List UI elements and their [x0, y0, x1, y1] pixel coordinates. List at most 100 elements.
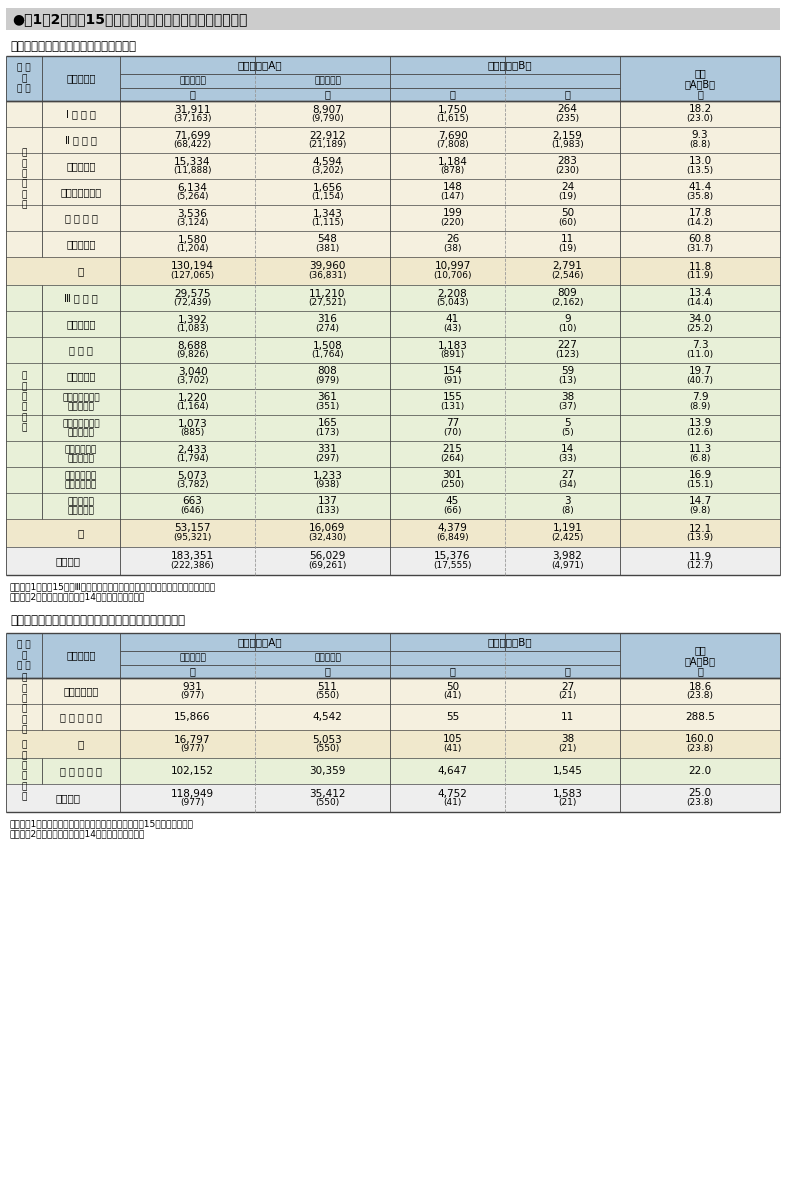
Text: (23.8): (23.8) — [686, 744, 714, 753]
Text: 24: 24 — [561, 183, 574, 192]
Bar — [6, 547, 780, 575]
Text: (13.9): (13.9) — [686, 533, 714, 542]
Text: (297): (297) — [315, 454, 340, 463]
Text: 1,392: 1,392 — [178, 315, 208, 324]
Text: (5): (5) — [561, 428, 574, 437]
Text: 6,134: 6,134 — [178, 183, 208, 192]
Text: 計: 計 — [78, 739, 84, 749]
Text: 1,191: 1,191 — [553, 523, 582, 534]
Text: 申込者数（A）: 申込者数（A） — [237, 637, 282, 647]
Text: Ⅱ 種 試 験: Ⅱ 種 試 験 — [65, 136, 97, 145]
Bar — [42, 467, 780, 493]
Text: 試験の種類: 試験の種類 — [66, 651, 96, 660]
Text: (68,422): (68,422) — [174, 140, 211, 149]
Text: 人: 人 — [325, 90, 330, 99]
Text: 41: 41 — [446, 315, 459, 324]
Text: 16,069: 16,069 — [310, 523, 346, 534]
Text: (19): (19) — [558, 192, 577, 200]
Text: 331: 331 — [318, 444, 337, 454]
Text: (13.5): (13.5) — [686, 166, 714, 174]
Text: (1,615): (1,615) — [436, 114, 469, 123]
Text: 17.8: 17.8 — [689, 209, 711, 218]
Bar — [42, 311, 780, 337]
Text: (550): (550) — [315, 691, 340, 700]
Bar — [42, 101, 780, 127]
Text: 199: 199 — [443, 209, 462, 218]
Text: 倍率
（A／B）: 倍率 （A／B） — [685, 67, 715, 90]
Text: (1,083): (1,083) — [176, 324, 209, 332]
Text: (133): (133) — [315, 506, 340, 515]
Text: 労働基準監督官: 労働基準監督官 — [61, 187, 101, 197]
Text: (41): (41) — [443, 744, 461, 753]
Text: (9.8): (9.8) — [689, 506, 711, 515]
Bar — [6, 257, 780, 285]
Text: 合格者数（B）: 合格者数（B） — [487, 60, 532, 70]
Text: 35,412: 35,412 — [309, 789, 346, 798]
Text: 130,194: 130,194 — [171, 262, 214, 271]
Text: (12.6): (12.6) — [686, 428, 714, 437]
Text: (35.8): (35.8) — [686, 192, 714, 200]
Text: 外務省専門員: 外務省専門員 — [64, 686, 98, 696]
Text: (3,782): (3,782) — [176, 480, 209, 489]
Text: 38: 38 — [561, 393, 574, 402]
Text: (91): (91) — [443, 376, 461, 386]
Text: (264): (264) — [440, 454, 465, 463]
Text: 人: 人 — [564, 666, 571, 677]
Text: 大
学
卒
業
程
度: 大 学 卒 業 程 度 — [21, 149, 27, 210]
Bar — [42, 205, 780, 231]
Text: (23.8): (23.8) — [686, 798, 714, 806]
Text: (6,849): (6,849) — [436, 533, 468, 542]
Text: (550): (550) — [315, 744, 340, 753]
Text: 人: 人 — [450, 666, 455, 677]
Bar — [6, 678, 42, 730]
Bar — [42, 704, 780, 730]
Text: 548: 548 — [318, 235, 337, 244]
Bar — [42, 127, 780, 153]
Text: 1,220: 1,220 — [178, 393, 208, 402]
Text: (977): (977) — [180, 691, 204, 700]
Text: (60): (60) — [558, 218, 577, 228]
Text: 18.2: 18.2 — [689, 105, 711, 114]
Text: (40.7): (40.7) — [686, 376, 714, 386]
Text: 14: 14 — [561, 444, 574, 454]
Text: (19): (19) — [558, 244, 577, 253]
Text: 155: 155 — [443, 393, 462, 402]
Text: (17,555): (17,555) — [433, 561, 472, 569]
Text: 高
校
卒
業
程
度: 高 校 卒 業 程 度 — [21, 740, 27, 802]
Text: (14.4): (14.4) — [686, 298, 714, 307]
Text: 入国警備官: 入国警備官 — [66, 371, 96, 381]
Text: 人: 人 — [189, 90, 196, 99]
Text: 22.0: 22.0 — [689, 766, 711, 776]
Text: 361: 361 — [318, 393, 337, 402]
Text: (235): (235) — [556, 114, 579, 123]
Bar — [42, 547, 780, 575]
Text: 海上保安学校: 海上保安学校 — [65, 472, 97, 480]
Text: 合　　計: 合 計 — [56, 793, 80, 803]
Text: 41.4: 41.4 — [689, 183, 711, 192]
Text: (351): (351) — [315, 402, 340, 411]
Text: (66): (66) — [443, 506, 461, 515]
Text: (123): (123) — [556, 350, 579, 358]
Text: (1,794): (1,794) — [176, 454, 209, 463]
Text: 国税専門官: 国税専門官 — [66, 162, 96, 171]
Text: (878): (878) — [440, 166, 465, 174]
Text: 5: 5 — [564, 419, 571, 428]
Text: (977): (977) — [180, 798, 204, 806]
Text: (7,808): (7,808) — [436, 140, 469, 149]
Text: 1,508: 1,508 — [313, 341, 343, 350]
Text: (8.8): (8.8) — [689, 140, 711, 149]
Text: (11.0): (11.0) — [686, 350, 714, 358]
Text: 301: 301 — [443, 470, 462, 481]
Text: 人: 人 — [325, 666, 330, 677]
Text: (41): (41) — [443, 691, 461, 700]
Bar — [42, 153, 780, 179]
Text: 9: 9 — [564, 315, 571, 324]
Text: 56,029: 56,029 — [310, 552, 346, 561]
Text: (36,831): (36,831) — [308, 271, 347, 279]
Text: 8,688: 8,688 — [178, 341, 208, 350]
Text: (5,043): (5,043) — [436, 298, 468, 307]
Text: 大
学
卒
業
程
度: 大 学 卒 業 程 度 — [21, 673, 27, 735]
Text: 77: 77 — [446, 419, 459, 428]
Text: 14.7: 14.7 — [689, 496, 711, 507]
Text: 1,545: 1,545 — [553, 766, 582, 776]
